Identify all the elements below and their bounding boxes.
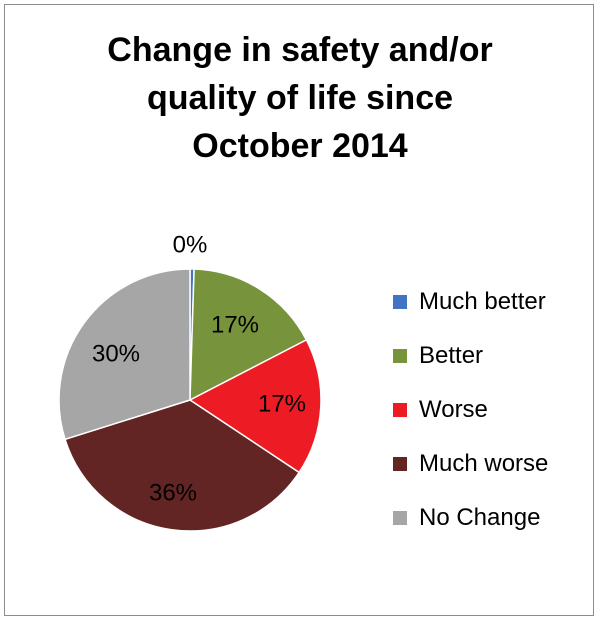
legend-label-much-better: Much better xyxy=(419,288,546,315)
legend-swatch-worse xyxy=(393,403,407,417)
legend-label-worse: Worse xyxy=(419,396,488,423)
legend-label-much-worse: Much worse xyxy=(419,450,549,477)
legend-label-no-change: No Change xyxy=(419,504,541,531)
data-label-much-better: 0% xyxy=(173,231,208,258)
legend-item-no-change: No Change xyxy=(393,491,548,545)
legend-item-much-worse: Much worse xyxy=(393,437,548,491)
chart-title-line-1: Change in safety and/or xyxy=(107,31,493,69)
legend-swatch-much-worse xyxy=(393,457,407,471)
legend-item-better: Better xyxy=(393,329,548,383)
pie-slices xyxy=(58,268,322,532)
data-label-better: 17% xyxy=(211,311,259,338)
pie-slice-better xyxy=(189,268,308,402)
legend-item-worse: Worse xyxy=(393,383,548,437)
legend-swatch-better xyxy=(393,349,407,363)
pie-slice-worse xyxy=(188,338,322,474)
data-label-worse: 17% xyxy=(258,390,306,417)
chart-title-line-3: October 2014 xyxy=(192,127,408,165)
pie-slice-much-worse xyxy=(64,399,301,532)
pie-labels: 0% 17% 17% 36% 30% xyxy=(92,231,306,506)
pie-slice-no-change xyxy=(58,268,191,441)
chart-title-line-2: quality of life since xyxy=(146,79,454,117)
legend-swatch-no-change xyxy=(393,511,407,525)
legend-item-much-better: Much better xyxy=(393,275,548,329)
data-label-no-change: 30% xyxy=(92,340,140,367)
legend-label-better: Better xyxy=(419,342,484,369)
data-label-much-worse: 36% xyxy=(149,479,197,506)
legend: Much better Better Worse Much worse No C… xyxy=(393,275,548,545)
chart-title: Change in safety and/or quality of life … xyxy=(0,26,600,170)
legend-swatch-much-better xyxy=(393,295,407,309)
